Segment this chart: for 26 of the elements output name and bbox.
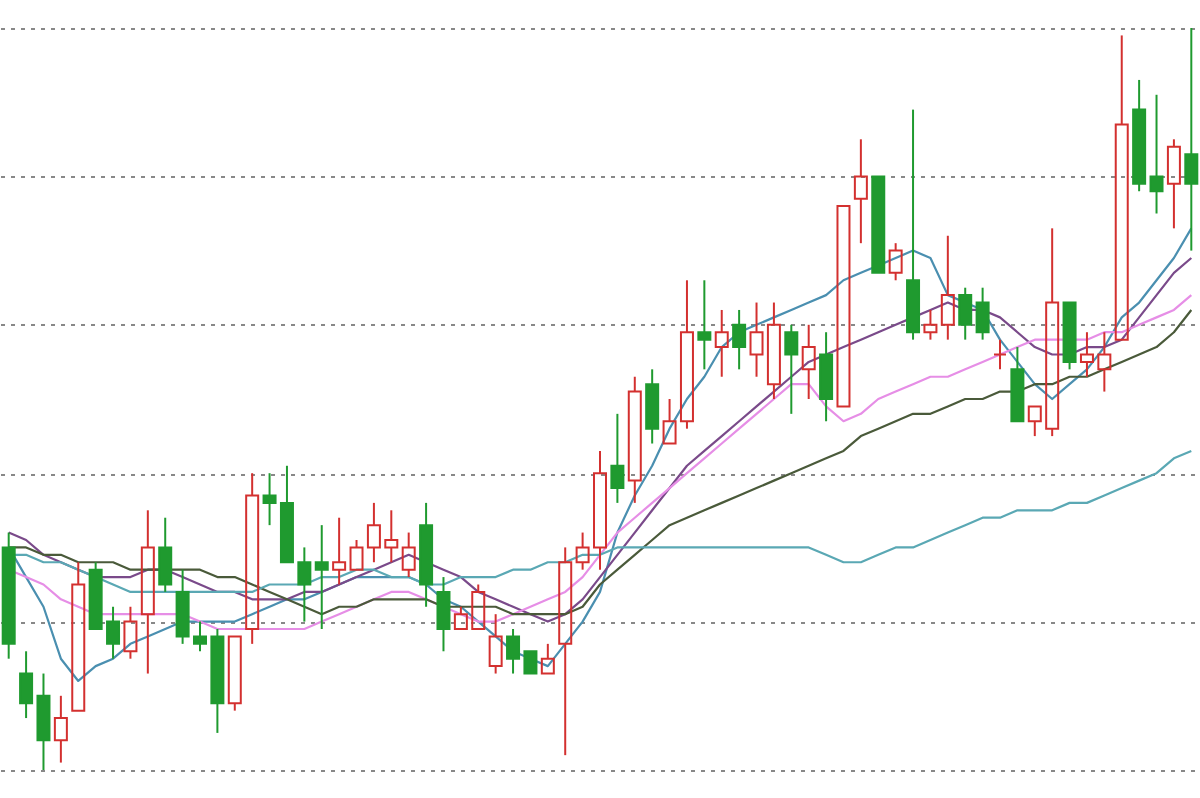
candlestick xyxy=(140,509,155,675)
candlestick xyxy=(419,501,434,608)
candlestick xyxy=(123,605,138,660)
candlestick xyxy=(732,308,747,371)
candlestick xyxy=(245,472,260,645)
candlestick xyxy=(645,368,660,445)
candlestick xyxy=(923,308,938,341)
candlestick xyxy=(940,234,955,341)
candlestick xyxy=(488,613,503,675)
candlestick xyxy=(314,524,329,631)
candlestick xyxy=(1184,27,1199,252)
candlestick xyxy=(53,694,68,764)
candlestick xyxy=(1166,138,1181,230)
candlestick xyxy=(697,279,712,371)
candlestick xyxy=(714,308,729,378)
candlestick xyxy=(801,323,816,400)
candlestick xyxy=(610,412,625,504)
candlestick xyxy=(906,108,921,341)
candlestick xyxy=(1149,93,1164,215)
candlestick xyxy=(627,375,642,504)
candlestick xyxy=(558,546,573,757)
candlestick xyxy=(436,576,451,653)
candlestick xyxy=(819,331,834,423)
candlestick xyxy=(975,286,990,341)
candlestick xyxy=(332,516,347,586)
candlestick xyxy=(853,138,868,245)
